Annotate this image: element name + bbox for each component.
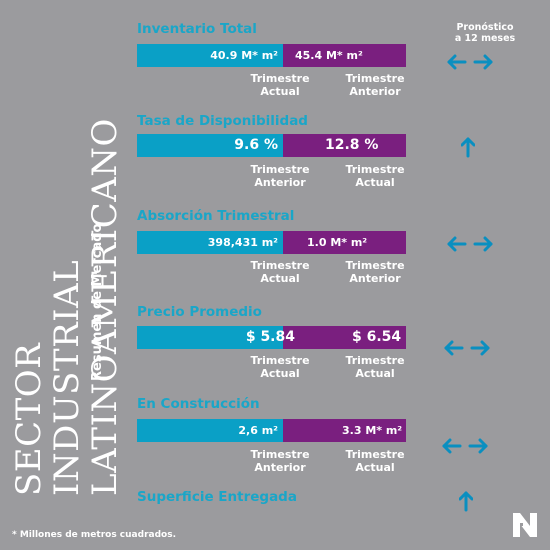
left-right-arrow-icon bbox=[442, 438, 488, 454]
bar-previous-segment bbox=[283, 419, 406, 442]
forecast-label-line2: a 12 meses bbox=[454, 33, 516, 44]
metric-value-2: 45.4 M* m² bbox=[295, 49, 363, 62]
metric-value-1: 9.6 % bbox=[234, 137, 278, 153]
metric-bar: $ 5.84 $ 6.54 bbox=[137, 326, 406, 349]
period-label-line: Anterior bbox=[254, 176, 306, 189]
period-label-2: Trimestre Anterior bbox=[335, 72, 415, 98]
metric-value-2: 3.3 M* m² bbox=[342, 424, 403, 437]
period-label-1: Trimestre Actual bbox=[240, 354, 320, 380]
forecast-label: Pronóstico a 12 meses bbox=[440, 22, 530, 44]
main-title-line1: SECTOR INDUSTRIAL bbox=[9, 259, 87, 496]
metric-value-2: 1.0 M* m² bbox=[307, 236, 368, 249]
metric-heading: En Construcción bbox=[137, 396, 260, 412]
period-label-line: Actual bbox=[260, 367, 300, 380]
bar-current-segment bbox=[137, 231, 283, 254]
period-label-line: Trimestre bbox=[345, 163, 405, 176]
period-label-line: Trimestre bbox=[345, 448, 405, 461]
metric-bar: 9.6 % 12.8 % bbox=[137, 134, 406, 157]
footnote: * Millones de metros cuadrados. bbox=[12, 530, 176, 540]
metric-value-1: 2,6 m² bbox=[238, 424, 278, 437]
metric-heading: Precio Promedio bbox=[137, 304, 262, 320]
left-right-arrow-icon bbox=[444, 340, 490, 356]
metric-value-2: $ 6.54 bbox=[352, 329, 402, 345]
period-label-line: Trimestre bbox=[345, 354, 405, 367]
period-label-2: Trimestre Anterior bbox=[335, 259, 415, 285]
left-right-arrow-icon bbox=[447, 236, 493, 252]
metric-bar: 2,6 m² 3.3 M* m² bbox=[137, 419, 406, 442]
bar-current-segment bbox=[137, 419, 283, 442]
bar-current-segment bbox=[137, 134, 283, 157]
period-label-line: Trimestre bbox=[250, 259, 310, 272]
period-label-line: Trimestre bbox=[250, 163, 310, 176]
period-label-line: Anterior bbox=[349, 85, 401, 98]
period-label-line: Actual bbox=[260, 85, 300, 98]
period-label-line: Trimestre bbox=[250, 72, 310, 85]
bar-current-segment bbox=[137, 326, 283, 349]
period-label-line: Trimestre bbox=[345, 72, 405, 85]
metric-value-1: 398,431 m² bbox=[207, 236, 278, 249]
period-label-line: Actual bbox=[260, 272, 300, 285]
subtitle: Resumen de Mercado bbox=[90, 223, 105, 382]
up-arrow-icon bbox=[461, 137, 475, 158]
period-label-2: Trimestre Actual bbox=[335, 354, 415, 380]
period-label-line: Anterior bbox=[349, 272, 401, 285]
bar-previous-segment bbox=[283, 326, 406, 349]
forecast-label-line1: Pronóstico bbox=[456, 22, 514, 33]
metric-bar: 40.9 M* m² 45.4 M* m² bbox=[137, 44, 406, 67]
period-label-line: Actual bbox=[355, 367, 395, 380]
bar-previous-segment bbox=[283, 134, 406, 157]
metric-heading: Absorción Trimestral bbox=[137, 208, 295, 224]
period-label-2: Trimestre Actual bbox=[335, 448, 415, 474]
period-label-1: Trimestre Anterior bbox=[240, 448, 320, 474]
bar-current-segment bbox=[137, 44, 283, 67]
up-arrow-icon bbox=[459, 491, 473, 512]
metric-heading: Tasa de Disponibilidad bbox=[137, 113, 308, 129]
period-label-line: Trimestre bbox=[250, 448, 310, 461]
left-right-arrow-icon bbox=[447, 54, 493, 70]
period-label-1: Trimestre Actual bbox=[240, 72, 320, 98]
period-label-line: Trimestre bbox=[345, 259, 405, 272]
brand-logo-icon bbox=[513, 513, 537, 537]
period-label-line: Trimestre bbox=[250, 354, 310, 367]
period-label-1: Trimestre Actual bbox=[240, 259, 320, 285]
metric-heading: Superficie Entregada bbox=[137, 489, 297, 505]
main-title: SECTOR INDUSTRIAL LATINOAMERICANO bbox=[9, 96, 125, 496]
metric-value-2: 12.8 % bbox=[325, 137, 379, 153]
metric-heading: Inventario Total bbox=[137, 21, 257, 37]
period-label-line: Anterior bbox=[254, 461, 306, 474]
period-label-1: Trimestre Anterior bbox=[240, 163, 320, 189]
metric-value-1: 40.9 M* m² bbox=[210, 49, 278, 62]
metric-bar: 398,431 m² 1.0 M* m² bbox=[137, 231, 406, 254]
period-label-line: Actual bbox=[355, 461, 395, 474]
bar-previous-segment bbox=[283, 44, 406, 67]
bar-previous-segment bbox=[283, 231, 406, 254]
period-label-line: Actual bbox=[355, 176, 395, 189]
metric-value-1: $ 5.84 bbox=[245, 329, 295, 345]
period-label-2: Trimestre Actual bbox=[335, 163, 415, 189]
